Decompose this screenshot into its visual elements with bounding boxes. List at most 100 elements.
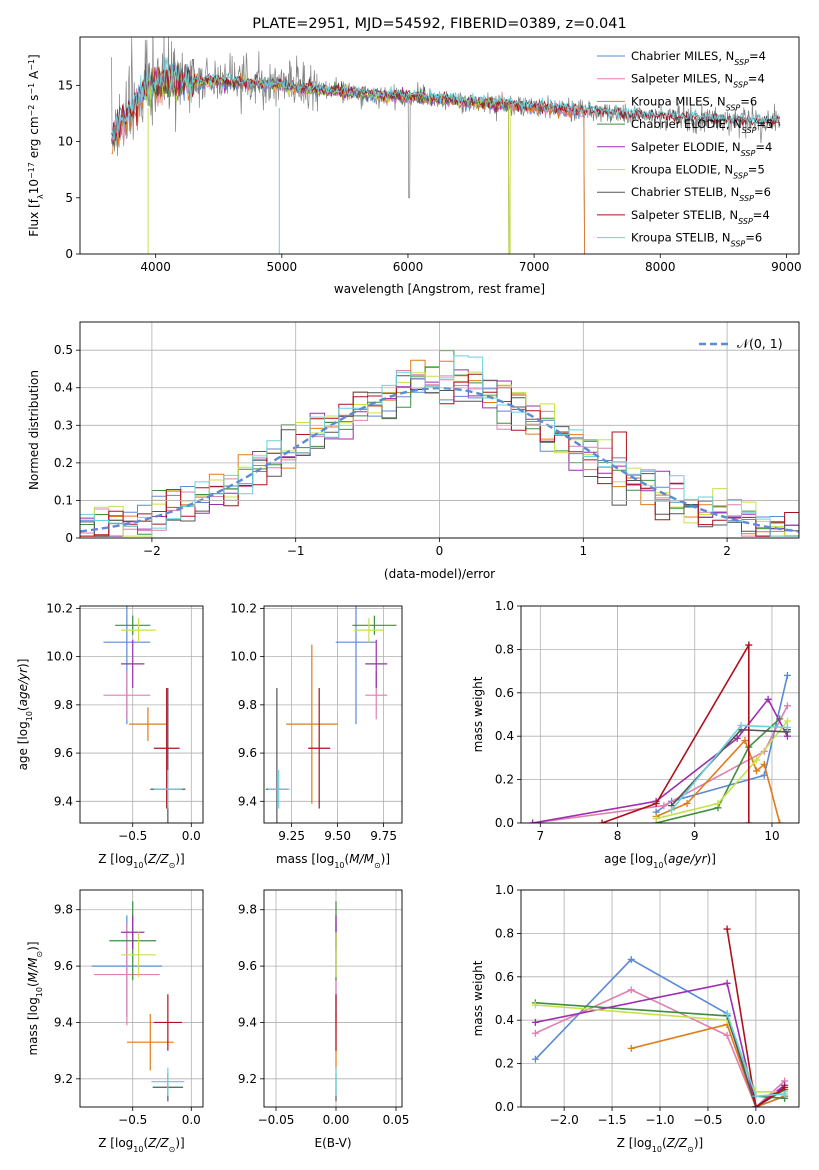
legend-ssp-sub: SSP — [739, 194, 754, 203]
x-tick-label: −0.5 — [693, 1113, 722, 1127]
histogram-series — [80, 371, 799, 537]
label-part: )] — [694, 1136, 703, 1150]
plot-area — [91, 901, 185, 1102]
label-part: age/yr — [16, 667, 30, 706]
legend: Chabrier MILES, NSSP=4 Salpeter MILES, NS… — [597, 49, 773, 248]
y-tick-label: 0.3 — [54, 418, 73, 432]
legend-entry: Chabrier MILES, NSSP=4 — [631, 49, 766, 67]
axes-frame — [79, 321, 800, 539]
axes-frame — [263, 605, 403, 824]
legend-model-name: Chabrier ELODIE — [631, 117, 726, 131]
label-part: Z/Z — [147, 852, 169, 866]
axes-frame — [79, 605, 204, 824]
weight-series-line — [655, 720, 789, 820]
label-part: ( — [662, 1136, 667, 1150]
label-part: 10 — [35, 987, 44, 997]
legend-entry: Kroupa MILES, NSSP=6 — [631, 94, 757, 112]
x-tick-label: 9.75 — [370, 829, 397, 843]
age_vs_Z-axes: −0.5 0.09.49.69.810.010.2Z [log10(Z/Z⊙)]a… — [16, 601, 204, 870]
x-tick-label: 8000 — [645, 260, 676, 274]
y-tick-label: 0.2 — [54, 456, 73, 470]
y-tick-label: 0.2 — [495, 773, 514, 787]
x-axis-label: wavelength [Angstrom, rest frame] — [334, 282, 545, 296]
weight-marker — [745, 641, 753, 649]
label-part: Z [log — [617, 1136, 652, 1150]
y-tick-label: 0.0 — [495, 1100, 514, 1114]
label-part: ( — [345, 852, 350, 866]
label-part: M/M — [349, 852, 374, 866]
x-axis-label: E(B-V) — [314, 1136, 351, 1150]
weight-series-line — [532, 705, 789, 823]
legend-nssp-eq: = — [753, 208, 763, 222]
legend-nssp-eq: = — [748, 72, 758, 86]
legend-entry: Salpeter ELODIE, NSSP=4 — [631, 140, 772, 158]
label-part: 10 — [652, 1145, 662, 1154]
x-tick-label: 9 — [691, 829, 699, 843]
weight-marker — [783, 717, 791, 725]
weight-marker — [783, 702, 791, 710]
legend-nssp-eq: = — [745, 231, 755, 245]
model-spectrum-line — [111, 57, 780, 141]
y-tick-label: 0.1 — [54, 493, 73, 507]
legend-entry: Salpeter MILES, NSSP=4 — [631, 72, 765, 90]
weight-series-line — [655, 718, 781, 823]
x-tick-label: 0.0 — [746, 1113, 765, 1127]
x-tick-label: −2.0 — [550, 1113, 579, 1127]
y-tick-label: 9.4 — [54, 1015, 73, 1029]
axes-frame — [520, 889, 800, 1108]
weight-marker — [683, 799, 691, 807]
y-axis-label: age [log10(age/yr)] — [16, 659, 34, 771]
y-tick-label: 9.8 — [54, 903, 73, 917]
weight-marker — [714, 799, 722, 807]
x-tick-label: 1 — [579, 544, 587, 558]
y-tick-label: 9.8 — [54, 698, 73, 712]
weight-marker — [598, 819, 606, 823]
y-tick-label: 0.5 — [54, 343, 73, 357]
weight-series-line — [535, 982, 786, 1107]
legend-nssp-prefix: , N — [722, 208, 738, 222]
weight-marker — [753, 756, 761, 764]
mass_vs_ebv-axes: −0.05 0.00 0.05 9.2 9.4 9.6 9.8 E(B-V) — [238, 889, 409, 1150]
label-part: ⊙ — [687, 1145, 694, 1154]
x-tick-label: 0.00 — [323, 1113, 350, 1127]
weight-series-line — [631, 1023, 785, 1107]
label-part: )] — [175, 1136, 184, 1150]
legend-model-name: Salpeter ELODIE — [631, 140, 725, 154]
age_vs_mass-axes: 9.25 9.50 9.75 9.4 9.6 9.8 10.0 10.2 mass [log10… — [230, 601, 403, 870]
x-tick-label: 7 — [536, 829, 544, 843]
label-part: −1 — [27, 83, 36, 95]
label-part: 10 — [334, 861, 344, 870]
axes-frame — [520, 605, 800, 824]
y-tick-label: 9.8 — [238, 698, 257, 712]
y-tick-label: 10 — [58, 135, 73, 149]
legend-ssp-sub: SSP — [742, 126, 757, 135]
weight-marker — [781, 1090, 789, 1098]
label-part: Z [log — [98, 1136, 133, 1150]
y-tick-label: 10.2 — [46, 601, 73, 615]
legend-nssp-eq: = — [757, 117, 767, 131]
legend-entry: Kroupa STELIB, NSSP=6 — [631, 231, 762, 249]
label-part: 10 — [133, 861, 143, 870]
label-part: Flux [f — [27, 198, 41, 236]
weight-marker — [627, 1044, 635, 1052]
weight-series-line — [601, 642, 750, 823]
x-tick-label: 0 — [436, 544, 444, 558]
weight-marker — [627, 955, 635, 963]
label-part: erg cm — [27, 116, 41, 162]
legend-nssp-value: 6 — [755, 231, 762, 245]
label-part: )] — [16, 659, 30, 668]
weight-marker — [783, 671, 791, 679]
legend-nssp-value: 4 — [759, 49, 766, 63]
x-tick-label: 2 — [723, 544, 731, 558]
label-part: 10 — [653, 861, 663, 870]
weight-marker — [531, 1018, 539, 1026]
legend-nssp-prefix: , N — [725, 140, 741, 154]
legend-entry: Salpeter STELIB, NSSP=4 — [631, 208, 770, 226]
legend-nssp-prefix: , N — [726, 117, 742, 131]
legend-entry: 𝒩(0, 1) — [737, 336, 783, 351]
legend-model-name: Salpeter STELIB — [631, 208, 722, 222]
y-axis-label: mass weight — [471, 960, 485, 1036]
legend-nssp-prefix: , N — [717, 163, 733, 177]
